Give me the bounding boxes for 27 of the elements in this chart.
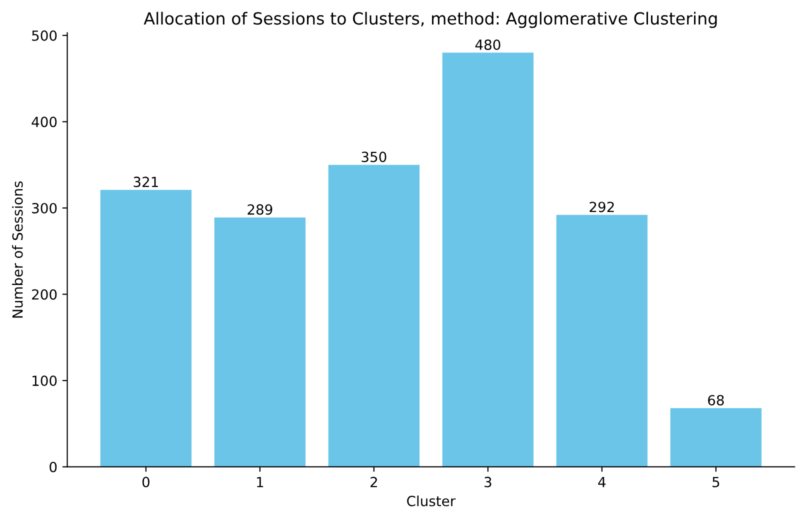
bar (670, 408, 762, 467)
x-tick-label: 2 (370, 476, 377, 488)
bar (328, 164, 420, 467)
x-tick-label: 5 (712, 476, 720, 488)
x-tick-label: 0 (142, 476, 150, 488)
bar (100, 190, 192, 467)
data-label: 480 (475, 39, 500, 50)
data-label: 68 (708, 394, 724, 406)
bar (214, 217, 306, 467)
y-tick-label: 100 (32, 376, 57, 386)
chart-title: Allocation of Sessions to Clusters, method: Agglomerative Clustering (144, 12, 717, 28)
data-label: 321 (134, 176, 158, 188)
bar (556, 214, 648, 467)
x-tick-label: 3 (484, 476, 492, 488)
bar (442, 52, 534, 467)
data-label: 350 (362, 152, 386, 162)
y-tick-label: 0 (50, 462, 57, 472)
y-axis-title: Number of Sessions (12, 181, 23, 318)
x-tick-label: 1 (257, 476, 264, 488)
y-tick-label: 300 (32, 202, 57, 214)
x-tick-label: 4 (598, 476, 606, 488)
x-axis-title: Cluster (407, 496, 456, 506)
y-tick-label: 200 (32, 289, 57, 300)
y-tick-label: 400 (32, 116, 57, 128)
y-tick-label: 500 (32, 30, 57, 41)
data-label: 289 (248, 204, 272, 215)
data-label: 292 (590, 202, 614, 212)
